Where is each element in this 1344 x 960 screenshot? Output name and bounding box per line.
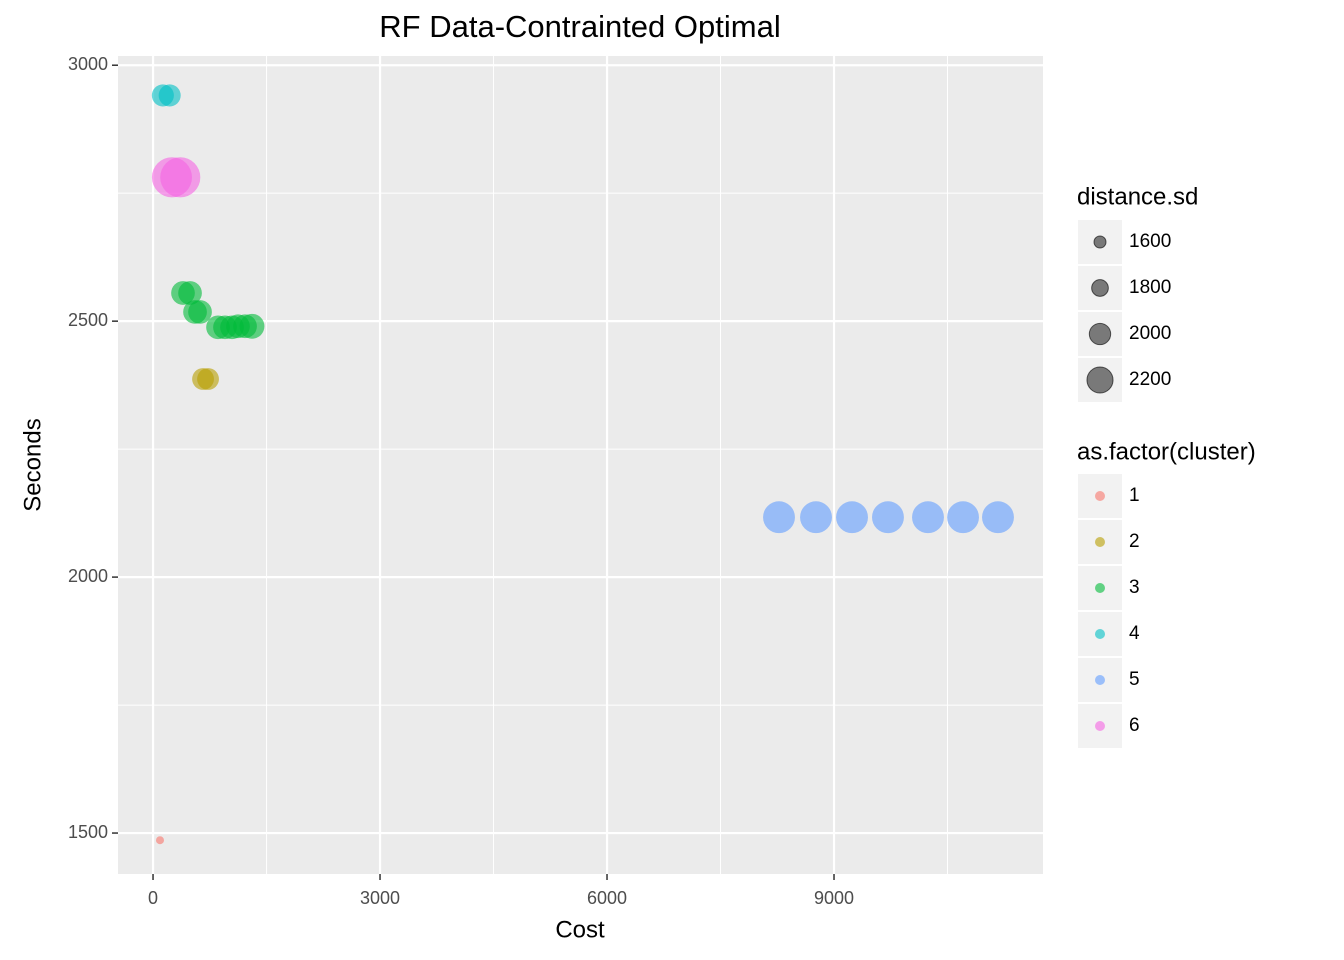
legend-label: 2	[1129, 531, 1140, 552]
chart-title: RF Data-Contrainted Optimal	[379, 9, 780, 44]
point	[178, 281, 202, 305]
x-tick-label: 6000	[587, 888, 627, 908]
point	[947, 501, 979, 534]
legend-label: 3	[1129, 577, 1140, 598]
y-axis-title: Seconds	[19, 418, 46, 511]
point	[872, 501, 904, 534]
x-axis-title: Cost	[555, 916, 605, 943]
y-tick-label: 3000	[68, 54, 108, 74]
legend-color-symbol	[1095, 629, 1105, 639]
plot-panel	[118, 56, 1043, 874]
point	[982, 501, 1014, 534]
legend-color-symbol	[1095, 721, 1105, 731]
legend-color-symbol	[1095, 537, 1105, 547]
x-tick-label: 0	[148, 888, 158, 908]
legend-size-symbol	[1086, 366, 1114, 394]
point	[155, 836, 165, 845]
legend-label: 2200	[1129, 369, 1171, 390]
legend-size-symbol	[1088, 322, 1112, 346]
point	[763, 501, 795, 534]
color-legend-title: as.factor(cluster)	[1077, 438, 1256, 465]
point	[188, 300, 212, 324]
y-tick-label: 1500	[68, 822, 108, 842]
legend-color-symbol	[1095, 491, 1105, 501]
legend-label: 1800	[1129, 277, 1171, 298]
point	[158, 84, 181, 107]
size-legend-title: distance.sd	[1077, 183, 1198, 210]
legend-size-symbol	[1091, 279, 1109, 297]
point	[160, 157, 201, 198]
y-tick-label: 2000	[68, 566, 108, 586]
point	[836, 501, 868, 534]
legend-color-symbol	[1095, 583, 1105, 593]
legend-label: 1	[1129, 485, 1140, 506]
point	[800, 501, 832, 534]
point	[912, 501, 944, 534]
legend-size-symbol	[1093, 235, 1107, 249]
legend-label: 2000	[1129, 323, 1171, 344]
legend-label: 6	[1129, 715, 1140, 736]
x-tick-label: 3000	[360, 888, 400, 908]
point	[239, 313, 265, 339]
y-tick-label: 2500	[68, 310, 108, 330]
point	[197, 368, 219, 390]
legend-label: 4	[1129, 623, 1140, 644]
x-tick-label: 9000	[814, 888, 854, 908]
legend-color-symbol	[1095, 675, 1105, 685]
legend-label: 5	[1129, 669, 1140, 690]
legend-label: 1600	[1129, 231, 1171, 252]
